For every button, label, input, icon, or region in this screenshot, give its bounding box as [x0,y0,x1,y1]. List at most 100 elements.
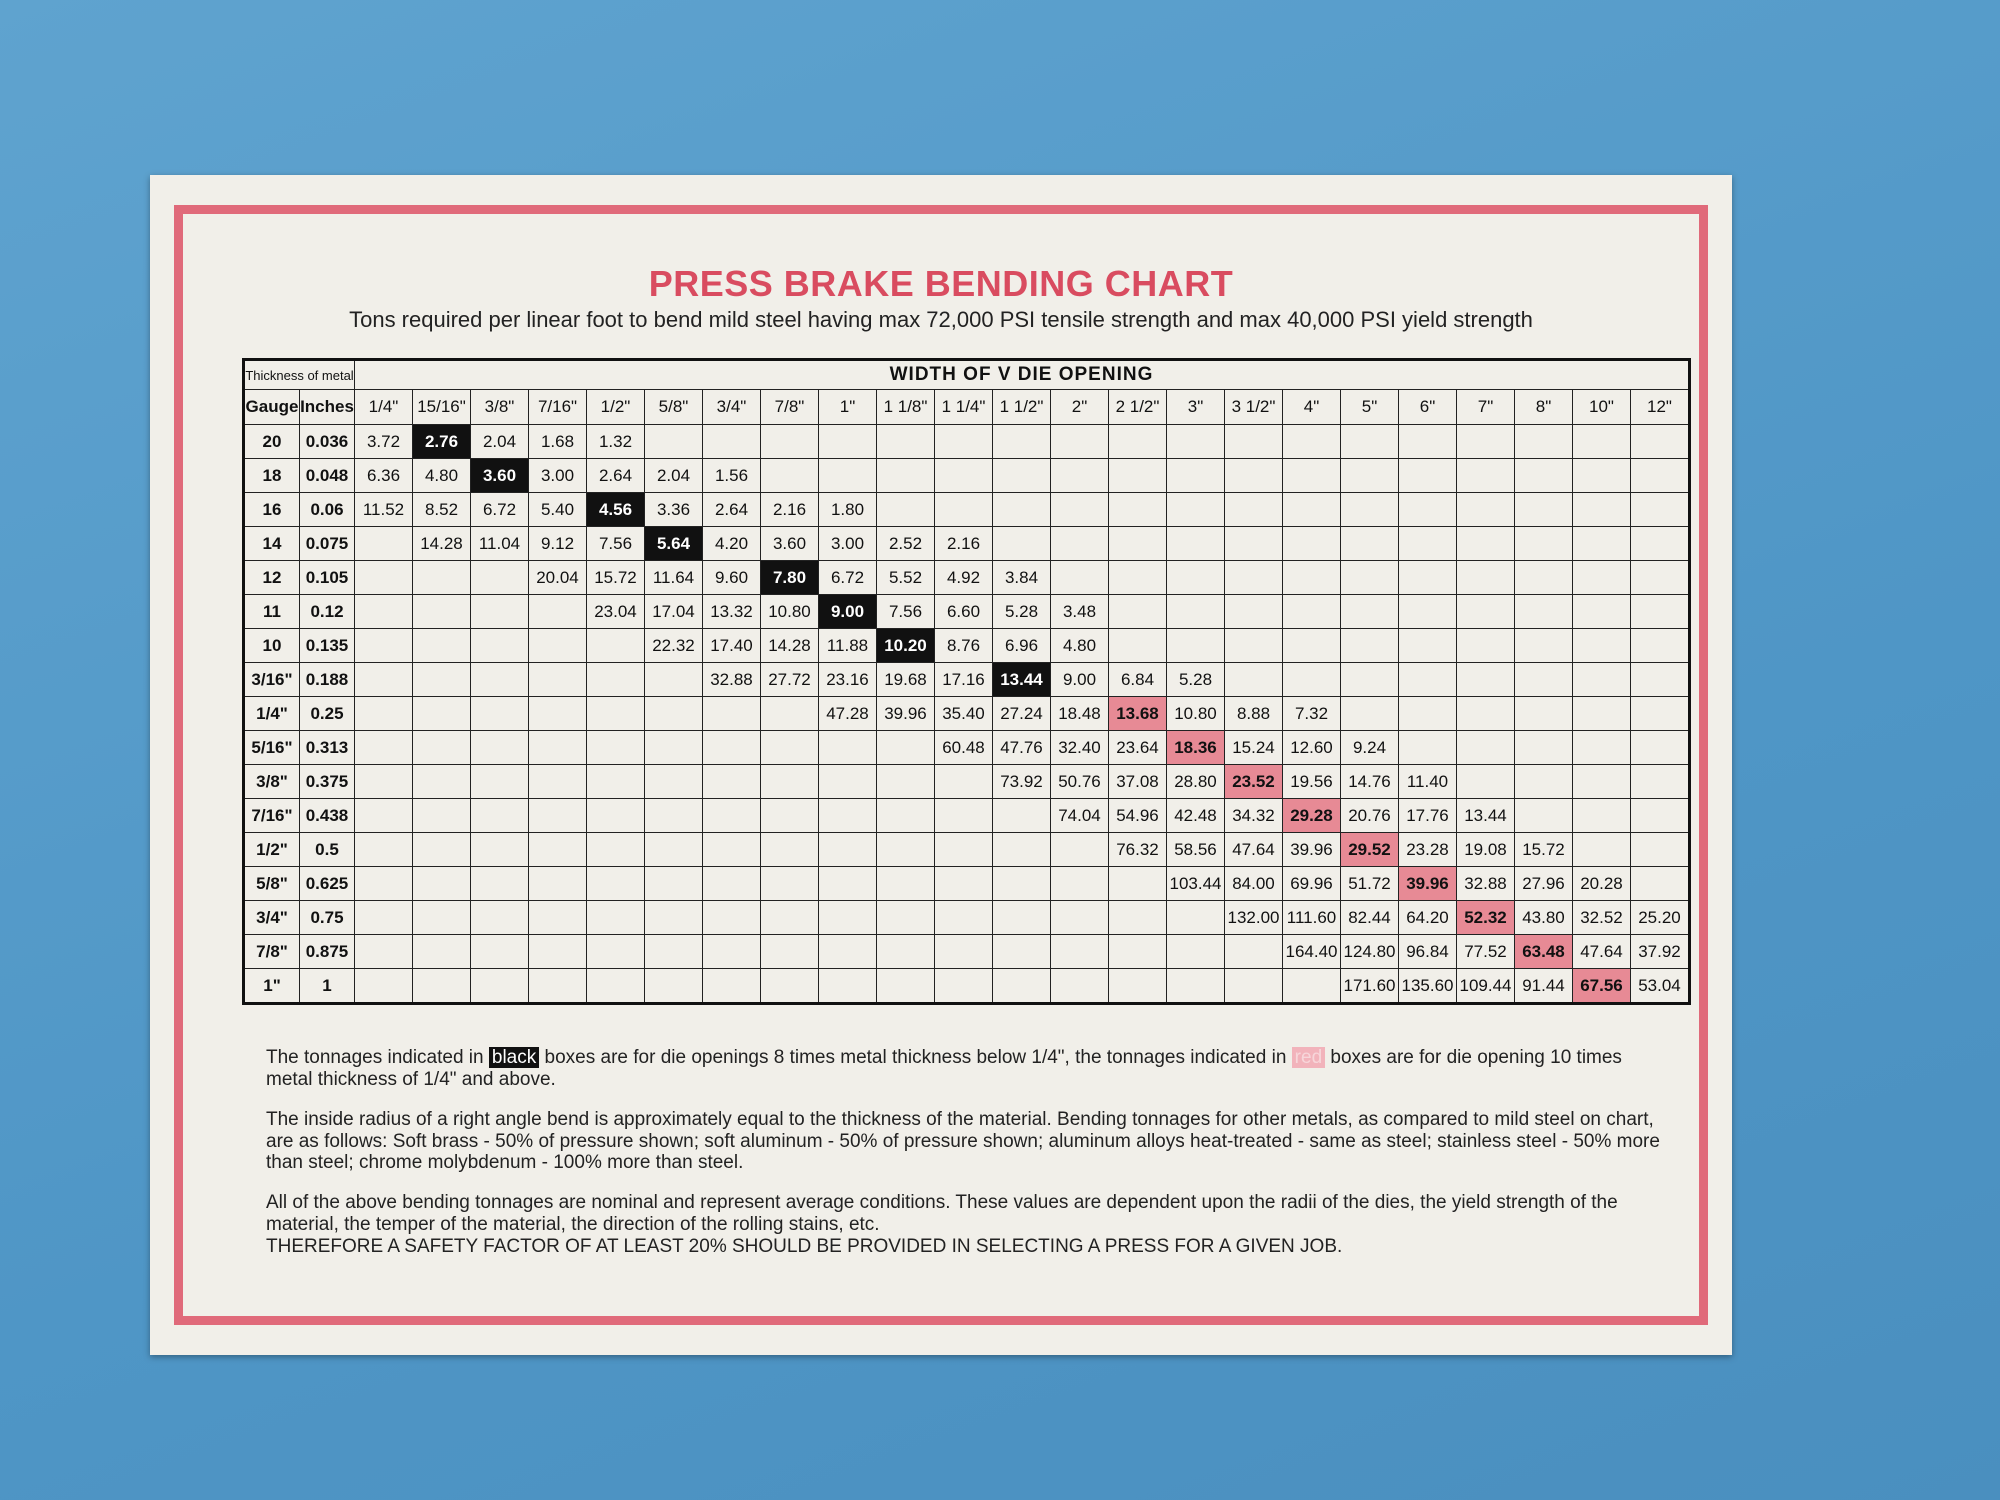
inches-cell: 0.036 [299,424,355,459]
column-header: 6" [1398,389,1457,425]
tonnage-cell: 32.40 [1050,730,1109,765]
empty-cell [528,764,587,799]
tonnage-cell: 10.80 [760,594,819,629]
tonnage-cell: 2.16 [934,526,993,561]
column-header: 3" [1166,389,1225,425]
empty-cell [702,866,761,901]
empty-cell [1108,866,1167,901]
tonnage-cell: 4.80 [1050,628,1109,663]
tonnage-cell: 3.60 [760,526,819,561]
tonnage-cell: 77.52 [1456,934,1515,969]
empty-cell [1456,730,1515,765]
tonnage-cell: 91.44 [1514,968,1573,1004]
empty-cell [1514,628,1573,663]
empty-cell [818,764,877,799]
empty-cell [1224,968,1283,1004]
empty-cell [354,934,413,969]
empty-cell [1282,458,1341,493]
tonnage-cell: 69.96 [1282,866,1341,901]
tonnage-cell: 17.76 [1398,798,1457,833]
tonnage-cell: 53.04 [1630,968,1690,1004]
empty-cell [354,696,413,731]
empty-cell [1514,458,1573,493]
empty-cell [528,900,587,935]
empty-cell [354,526,413,561]
inches-header: Inches [299,389,355,425]
empty-cell [992,934,1051,969]
gauge-cell: 16 [243,492,300,527]
empty-cell [992,458,1051,493]
tonnage-cell: 9.00 [1050,662,1109,697]
column-header: 10" [1572,389,1631,425]
tonnage-cell: 18.48 [1050,696,1109,731]
empty-cell [1224,526,1283,561]
tonnage-cell: 3.60 [470,458,529,493]
table-row: 3/8" 0.375 73.92 50.76 37.08 28.80 23.52 19.56 1… [243,764,1690,799]
empty-cell [354,662,413,697]
empty-cell [1340,424,1399,459]
gauge-cell: 18 [243,458,300,493]
empty-cell [586,696,645,731]
table-row: 3/16" 0.188 32.88 27.72 23.16 19.68 17.16 13.44… [243,662,1690,697]
empty-cell [1398,730,1457,765]
empty-cell [1456,764,1515,799]
tonnage-cell: 9.24 [1340,730,1399,765]
tonnage-cell: 19.08 [1456,832,1515,867]
empty-cell [1456,560,1515,595]
tonnage-cell: 10.20 [876,628,935,663]
tonnage-cell: 23.52 [1224,764,1283,799]
tonnage-cell: 2.52 [876,526,935,561]
empty-cell [586,628,645,663]
tonnage-cell: 2.04 [644,458,703,493]
tonnage-cell: 23.28 [1398,832,1457,867]
empty-cell [702,696,761,731]
empty-cell [876,798,935,833]
tonnage-cell: 11.40 [1398,764,1457,799]
empty-cell [1282,492,1341,527]
empty-cell [644,424,703,459]
empty-cell [702,798,761,833]
empty-cell [412,866,471,901]
gauge-cell: 3/16" [243,662,300,697]
inches-cell: 0.875 [299,934,355,969]
title: PRESS BRAKE BENDING CHART [648,263,1234,304]
empty-cell [470,866,529,901]
empty-cell [1050,560,1109,595]
empty-cell [1456,458,1515,493]
inches-cell: 0.5 [299,832,355,867]
empty-cell [818,798,877,833]
tonnage-cell: 51.72 [1340,866,1399,901]
empty-cell [1398,560,1457,595]
table-row: 1/4" 0.25 47.28 39.96 35.40 27.24 18.48 13.68 10… [243,696,1690,731]
empty-cell [1572,832,1631,867]
empty-cell [354,764,413,799]
empty-cell [1572,764,1631,799]
gauge-cell: 5/16" [243,730,300,765]
subtitle: Tons required per linear foot to bend mi… [349,307,1533,332]
empty-cell [934,866,993,901]
empty-cell [1398,526,1457,561]
tonnage-cell: 82.44 [1340,900,1399,935]
tonnage-cell: 9.12 [528,526,587,561]
tonnage-cell: 54.96 [1108,798,1167,833]
empty-cell [528,832,587,867]
empty-cell [1514,526,1573,561]
empty-cell [702,764,761,799]
empty-cell [1166,594,1225,629]
empty-cell [1456,424,1515,459]
empty-cell [1398,594,1457,629]
empty-cell [1456,526,1515,561]
empty-cell [1630,458,1690,493]
empty-cell [470,764,529,799]
empty-cell [354,628,413,663]
tonnage-cell: 37.08 [1108,764,1167,799]
empty-cell [412,594,471,629]
gauge-cell: 10 [243,628,300,663]
column-header: 2" [1050,389,1109,425]
tonnage-cell: 13.44 [1456,798,1515,833]
tonnage-cell: 39.96 [876,696,935,731]
empty-cell [1340,458,1399,493]
tonnage-cell: 6.72 [818,560,877,595]
tonnage-cell: 23.16 [818,662,877,697]
gauge-cell: 7/16" [243,798,300,833]
